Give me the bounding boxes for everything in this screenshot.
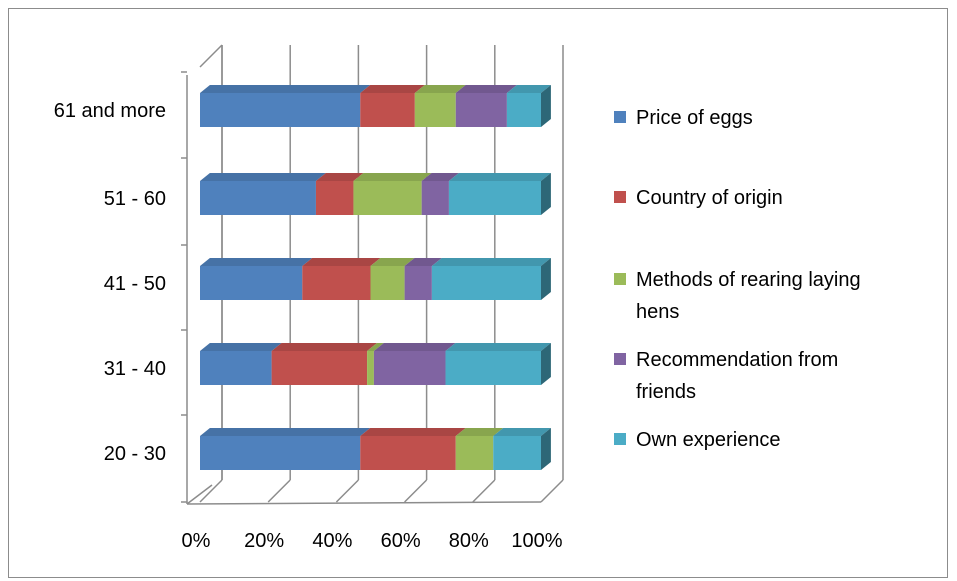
bar-top-31-40-0 xyxy=(200,343,282,351)
legend-label: Recommendation from xyxy=(636,349,838,371)
x-tick-label: 40% xyxy=(312,530,352,552)
bars-layer xyxy=(200,85,551,470)
legend-swatch xyxy=(614,433,626,445)
legend-swatch xyxy=(614,273,626,285)
legend-swatch xyxy=(614,191,626,203)
bar-segment xyxy=(271,351,368,385)
bar-end-face xyxy=(541,173,551,215)
bar-top-20-30-2 xyxy=(455,428,504,436)
bar-segment xyxy=(367,351,374,385)
bar-segment xyxy=(431,266,541,300)
bar-segment xyxy=(360,436,456,470)
x-tick-label: 0% xyxy=(182,530,211,552)
bar-top-31-40-3 xyxy=(373,343,456,351)
bar-top-41-50-1 xyxy=(302,258,381,266)
bar-end-face xyxy=(541,343,551,385)
legend-label: Methods of rearing laying xyxy=(636,269,861,291)
bar-top-61andmore-2 xyxy=(414,85,466,93)
bar-segment xyxy=(370,266,405,300)
legend: Price of eggs Country of origin Methods of… xyxy=(614,107,861,451)
bar-top-20-30-4 xyxy=(493,428,551,436)
bar-top-31-40-2 xyxy=(367,343,384,351)
bar-top-20-30-1 xyxy=(360,428,466,436)
legend-label: Own experience xyxy=(636,429,781,451)
bar-top-41-50-4 xyxy=(431,258,551,266)
bar-segment xyxy=(200,436,361,470)
legend-swatch xyxy=(614,111,626,123)
bar-segment xyxy=(455,93,507,127)
bar-end-face xyxy=(541,85,551,127)
category-label: 20 - 30 xyxy=(104,443,166,465)
category-label: 41 - 50 xyxy=(104,273,166,295)
bar-end-face xyxy=(541,258,551,300)
bar-segment xyxy=(493,436,541,470)
bar-segment xyxy=(353,181,422,215)
x-axis-line xyxy=(186,501,542,505)
bar-segment xyxy=(302,266,371,300)
floor-line xyxy=(335,479,359,503)
category-label: 51 - 60 xyxy=(104,188,166,210)
floor-left-line xyxy=(186,484,213,505)
floor-line xyxy=(540,479,564,503)
bar-segment xyxy=(414,93,456,127)
bar-top-31-40-1 xyxy=(271,343,377,351)
x-tick-label: 100% xyxy=(511,530,562,552)
legend-label: hens xyxy=(636,301,679,323)
category-label: 31 - 40 xyxy=(104,358,166,380)
bar-top-61andmore-0 xyxy=(200,85,371,93)
bar-segment xyxy=(404,266,432,300)
bar-segment xyxy=(373,351,446,385)
bar-segment xyxy=(360,93,415,127)
bar-top-61andmore-3 xyxy=(455,85,517,93)
bar-segment xyxy=(200,93,361,127)
bar-top-51-60-2 xyxy=(353,173,432,181)
category-label: 61 and more xyxy=(54,100,166,122)
floor-line xyxy=(472,479,496,503)
bar-top-51-60-4 xyxy=(448,173,551,181)
bar-segment xyxy=(200,266,303,300)
bar-top-41-50-3 xyxy=(404,258,442,266)
x-tick-label: 80% xyxy=(449,530,489,552)
bar-segment xyxy=(421,181,449,215)
bar-top-41-50-2 xyxy=(370,258,415,266)
legend-label: Country of origin xyxy=(636,187,783,209)
bar-segment xyxy=(506,93,541,127)
bar-top-20-30-0 xyxy=(200,428,371,436)
bar-top-51-60-0 xyxy=(200,173,326,181)
floor-line xyxy=(404,479,428,503)
bar-top-31-40-4 xyxy=(445,343,551,351)
bar-top-61andmore-4 xyxy=(506,85,551,93)
bar-segment xyxy=(200,181,316,215)
legend-swatch xyxy=(614,353,626,365)
bar-segment xyxy=(445,351,541,385)
floor-line xyxy=(267,479,291,503)
x-tick-label: 20% xyxy=(244,530,284,552)
bar-top-41-50-0 xyxy=(200,258,313,266)
side-wall-top xyxy=(199,44,223,68)
legend-label: friends xyxy=(636,381,696,403)
labels-layer: 20 - 30 31 - 40 41 - 50 51 - 60 61 and more 0… xyxy=(54,100,563,552)
legend-label: Price of eggs xyxy=(636,107,753,129)
bar-end-face xyxy=(541,428,551,470)
bar-top-51-60-3 xyxy=(421,173,459,181)
bar-segment xyxy=(455,436,494,470)
x-tick-label: 60% xyxy=(381,530,421,552)
bar-segment xyxy=(315,181,354,215)
bar-segment xyxy=(200,351,272,385)
bar-top-61andmore-1 xyxy=(360,85,425,93)
bar-top-51-60-1 xyxy=(315,173,364,181)
bar-segment xyxy=(448,181,541,215)
floor-line xyxy=(199,479,223,503)
